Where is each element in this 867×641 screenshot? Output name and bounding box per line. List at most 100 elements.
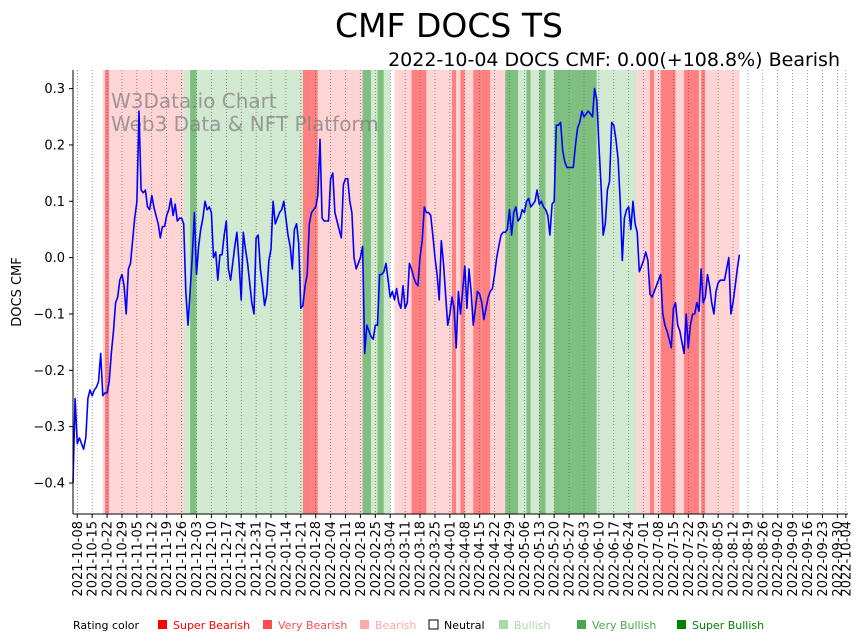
x-tick-label: 2022-03-25 xyxy=(428,521,443,597)
x-tick-label: 2022-07-08 xyxy=(652,521,667,597)
region-bearish xyxy=(654,70,661,514)
region-bearish xyxy=(490,70,506,514)
x-tick-label: 2022-01-28 xyxy=(309,521,324,597)
x-tick-label: 2021-11-05 xyxy=(130,521,145,597)
region-bearish xyxy=(317,70,363,514)
chart-subtitle: 2022-10-04 DOCS CMF: 0.00(+108.8%) Beari… xyxy=(388,49,840,71)
region-very-bearish xyxy=(660,70,676,514)
region-very-bullish xyxy=(554,70,597,514)
rating-regions xyxy=(102,70,740,514)
y-axis-label: DOCS CMF xyxy=(10,257,25,326)
region-bullish xyxy=(545,70,555,514)
region-bullish xyxy=(517,70,527,514)
x-tick-label: 2022-08-05 xyxy=(712,521,727,597)
x-tick-label: 2022-09-16 xyxy=(801,521,816,597)
x-tick-label: 2022-07-22 xyxy=(682,521,697,597)
legend-label: Super Bearish xyxy=(173,619,250,632)
x-tick-label: 2022-04-01 xyxy=(443,521,458,597)
region-very-bullish xyxy=(377,70,384,514)
legend-label: Bearish xyxy=(375,619,416,632)
y-ticks: 0.3 0.2 0.1 0.0 −0.1 −0.2 −0.3 −0.4 xyxy=(33,82,73,492)
x-tick-label: 2022-09-09 xyxy=(786,521,801,597)
x-tick-label: 2022-02-18 xyxy=(354,521,369,597)
x-tick-label: 2022-03-04 xyxy=(384,521,399,597)
legend-label: Super Bullish xyxy=(692,619,764,632)
x-tick-label: 2022-04-29 xyxy=(503,521,518,597)
legend-label: Very Bullish xyxy=(592,619,656,632)
rating-legend: Rating color Super Bearish Very Bearish Bea… xyxy=(73,619,764,632)
x-tick-label: 2021-12-03 xyxy=(190,521,205,597)
x-tick-label: 2021-11-19 xyxy=(160,521,175,597)
cmf-line-series xyxy=(72,87,741,484)
watermark-line-2: Web3 Data & NFT Platform xyxy=(111,112,379,136)
x-tick-label: 2022-09-30 xyxy=(831,521,846,597)
x-tick-label: 2022-07-15 xyxy=(667,521,682,597)
x-tick-label: 2022-02-25 xyxy=(369,521,384,597)
x-tick-label: 2021-10-22 xyxy=(101,521,116,597)
region-bearish xyxy=(102,70,105,514)
region-bearish xyxy=(675,70,685,514)
y-tick-label: 0.2 xyxy=(44,138,65,153)
x-tick-label: 2022-05-06 xyxy=(518,521,533,597)
region-very-bearish xyxy=(302,70,312,514)
x-tick-label: 2021-12-10 xyxy=(205,521,220,597)
x-tick-label: 2022-06-24 xyxy=(622,521,637,597)
region-very-bearish xyxy=(481,70,491,514)
region-very-bullish xyxy=(539,70,546,514)
x-tick-label: 2022-04-15 xyxy=(473,521,488,597)
x-tick-label: 2021-12-31 xyxy=(250,521,265,597)
region-bearish xyxy=(109,70,184,514)
x-tick-label: 2022-03-18 xyxy=(414,521,429,597)
region-bullish xyxy=(601,70,638,514)
legend-swatch xyxy=(428,619,439,630)
y-tick-label: 0.1 xyxy=(44,195,65,210)
region-very-bearish xyxy=(684,70,699,514)
region-very-bearish xyxy=(649,70,655,514)
x-tick-label: 2022-05-20 xyxy=(548,521,563,597)
legend-swatch xyxy=(499,620,508,629)
x-tick-label: 2022-02-11 xyxy=(339,521,354,597)
y-tick-label: −0.3 xyxy=(33,420,65,435)
cmf-line xyxy=(72,87,741,484)
region-very-bullish xyxy=(526,70,531,514)
region-bullish xyxy=(371,70,378,514)
x-tick-label: 2022-07-01 xyxy=(637,521,652,597)
legend-label: Neutral xyxy=(444,619,485,632)
legend-title: Rating color xyxy=(73,619,140,632)
x-tick-label: 2022-08-12 xyxy=(727,521,742,597)
x-tick-label: 2022-08-19 xyxy=(741,521,756,597)
x-tick-label: 2021-12-24 xyxy=(235,521,250,597)
region-very-bearish xyxy=(311,70,318,514)
legend-label: Bullish xyxy=(514,619,550,632)
region-very-bearish xyxy=(451,70,457,514)
watermark-line-1: W3Data.io Chart xyxy=(111,89,277,113)
region-very-bullish xyxy=(190,70,197,514)
y-tick-label: −0.4 xyxy=(33,477,65,492)
y-tick-label: −0.1 xyxy=(33,307,65,322)
x-ticks: 2021-10-08 2021-10-15 2021-10-22 2021-10-29… xyxy=(71,514,854,597)
x-tick-label: 2022-04-22 xyxy=(488,521,503,597)
legend-swatch xyxy=(360,620,369,629)
legend-swatch xyxy=(577,620,586,629)
region-bearish xyxy=(464,70,474,514)
x-tick-label: 2022-07-29 xyxy=(697,521,712,597)
region-very-bullish xyxy=(362,70,372,514)
x-tick-label: 2022-06-10 xyxy=(592,521,607,597)
x-tick-label: 2022-08-26 xyxy=(756,521,771,597)
region-bullish xyxy=(196,70,303,514)
x-tick-label: 2022-01-07 xyxy=(265,521,280,597)
legend-swatch xyxy=(158,620,167,629)
x-tick-label: 2022-01-14 xyxy=(279,521,294,597)
x-tick-label: 2022-09-23 xyxy=(816,521,831,597)
x-tick-label: 2022-02-04 xyxy=(324,521,339,597)
x-tick-label: 2022-05-27 xyxy=(563,521,578,597)
axes xyxy=(72,70,848,515)
y-tick-label: 0.0 xyxy=(44,251,65,266)
vertical-grid xyxy=(76,70,847,514)
chart-title: CMF DOCS TS xyxy=(335,6,563,45)
x-tick-label: 2021-10-15 xyxy=(86,521,101,597)
legend-swatch xyxy=(677,620,686,629)
x-tick-label: 2022-03-11 xyxy=(399,521,414,597)
region-bullish xyxy=(183,70,191,514)
